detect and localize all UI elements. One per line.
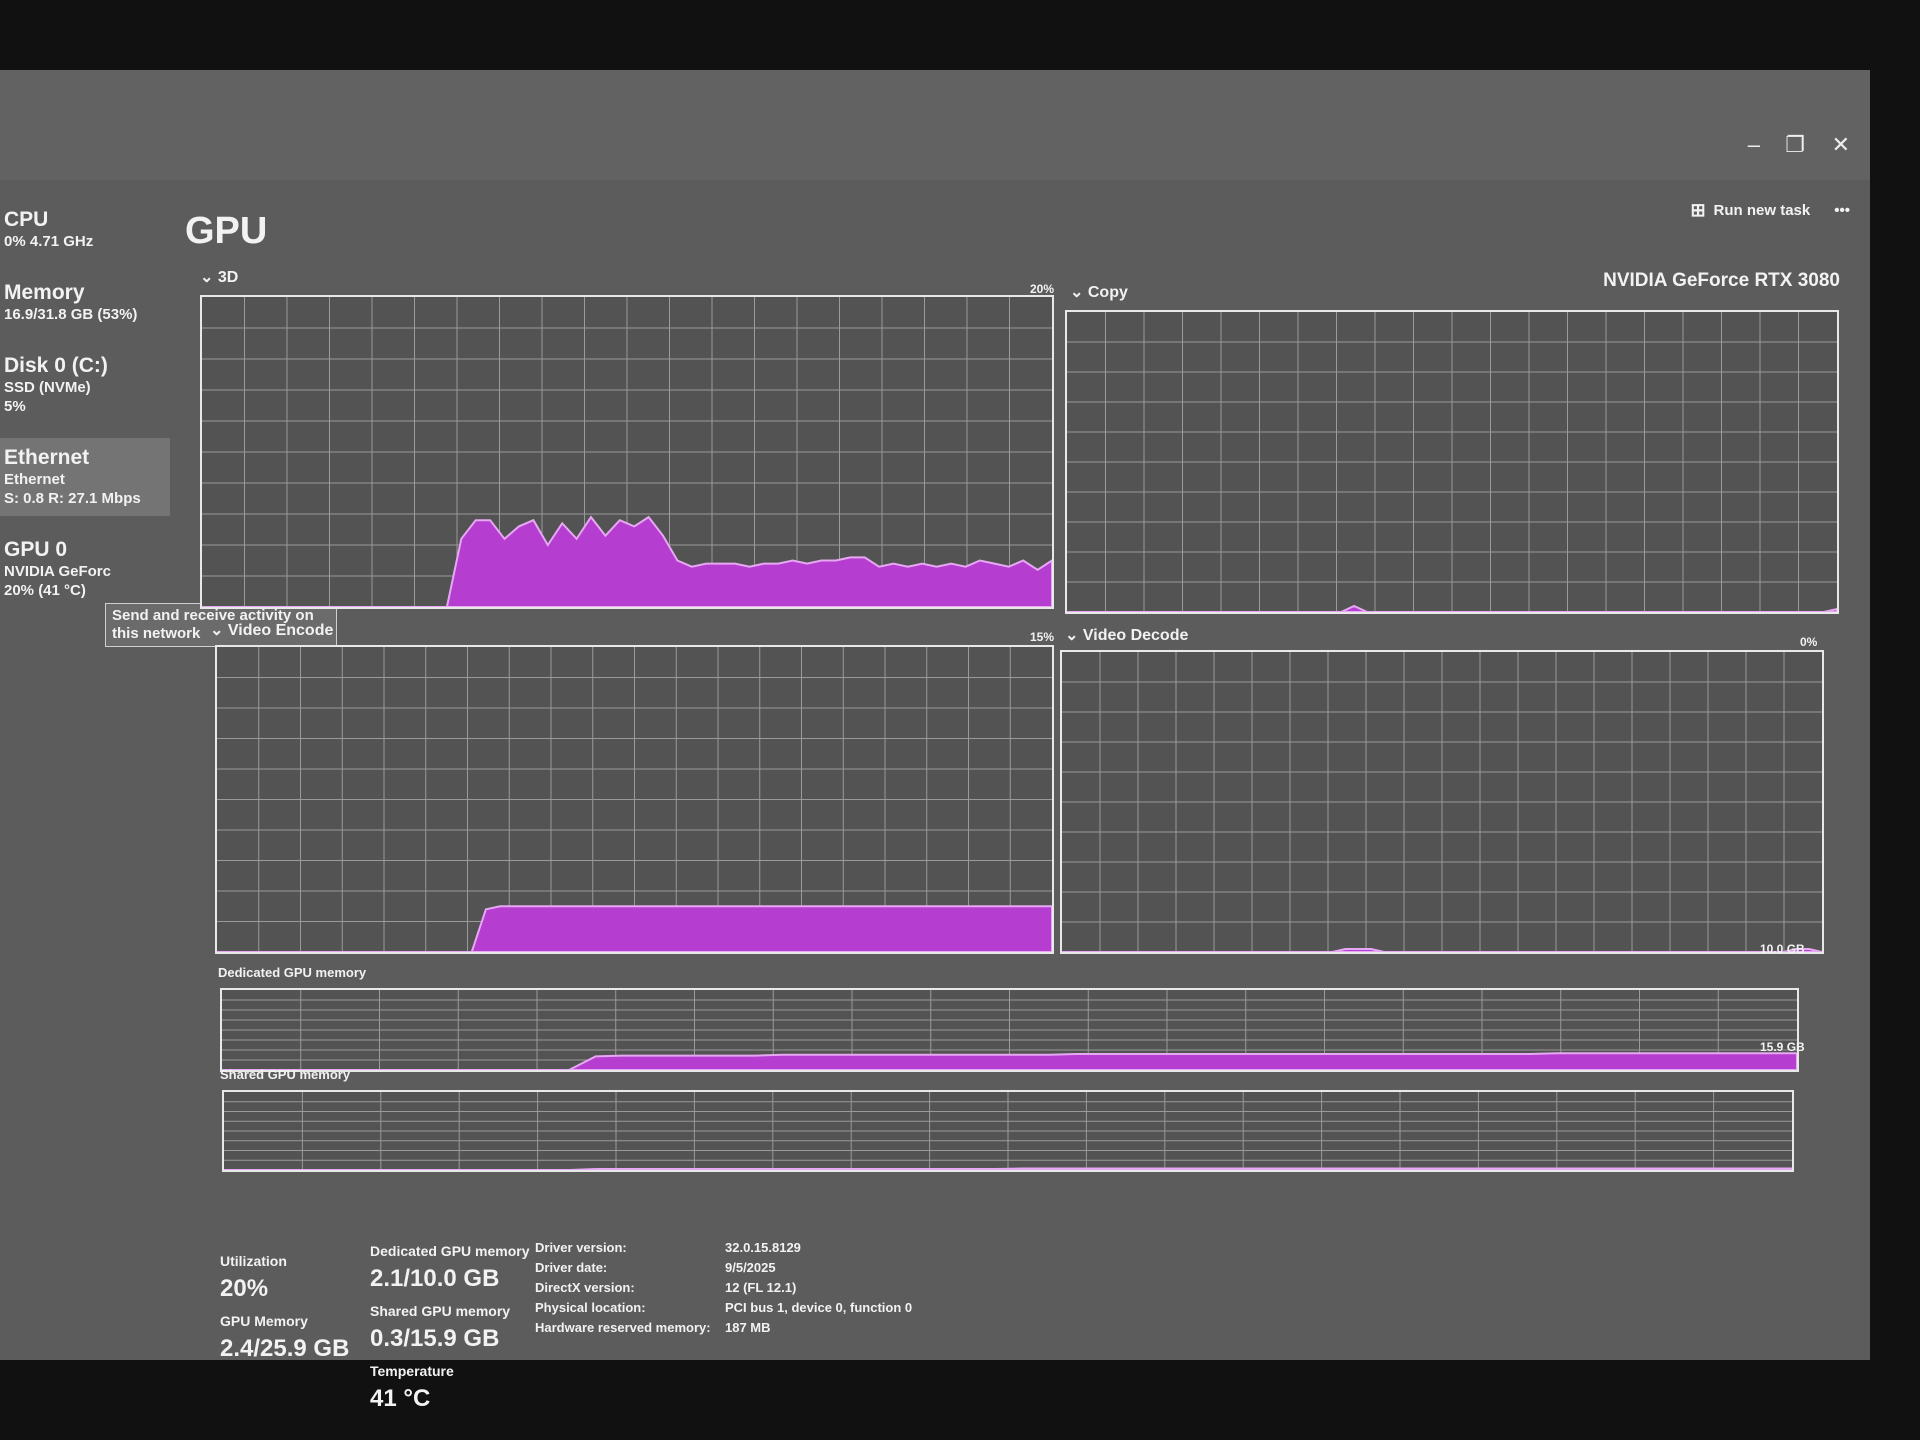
- chevron-down-icon[interactable]: ⌄: [1070, 284, 1088, 301]
- sidebar-item-memory[interactable]: Memory 16.9/31.8 GB (53%): [0, 273, 170, 332]
- chart-title-text: Video Encode: [227, 622, 334, 639]
- temperature-value: 41 °C: [370, 1385, 431, 1412]
- sidebar-item-title: Ethernet: [4, 446, 90, 469]
- page-title: GPU: [185, 210, 268, 252]
- chevron-down-icon[interactable]: ⌄: [210, 622, 228, 639]
- dedicated-memory-label: Dedicated GPU memory: [370, 1243, 530, 1259]
- info-value: 187 MB: [725, 1320, 771, 1335]
- chart-3d: [200, 295, 1054, 609]
- sidebar-item-detail: 0% 4.71 GHz: [4, 233, 94, 250]
- gpu-info: Driver version: 32.0.15.8129 Driver date: 9…: [535, 1240, 945, 1335]
- sidebar-item-title: GPU 0: [4, 538, 68, 561]
- task-manager-window: – ❐ ✕ ⊞ Run new task ••• CPU 0% 4.71 GHz M…: [0, 70, 1870, 1412]
- utilization-value: 20%: [220, 1275, 269, 1302]
- chart-title: ⌄ 3D: [200, 267, 238, 287]
- chart-title-text: Shared GPU memory: [220, 1067, 351, 1082]
- gpu-memory-label: GPU Memory: [220, 1313, 308, 1329]
- chart-title-text: Copy: [1087, 284, 1128, 301]
- info-value: 9/5/2025: [725, 1260, 776, 1275]
- restore-button[interactable]: ❐: [1785, 132, 1805, 157]
- temperature-label: Temperature: [370, 1363, 454, 1379]
- usage-area: [224, 1167, 1792, 1170]
- sidebar-item-detail: SSD (NVMe): [4, 379, 91, 396]
- minimize-button[interactable]: –: [1747, 132, 1760, 157]
- sidebar-item-detail: 5%: [4, 398, 26, 415]
- info-label: Driver date:: [535, 1260, 608, 1275]
- chevron-down-icon[interactable]: ⌄: [1065, 627, 1083, 644]
- sidebar: CPU 0% 4.71 GHz Memory 16.9/31.8 GB (53%) Di…: [0, 200, 170, 622]
- sidebar-item-detail: S: 0.8 R: 27.1 Mbps: [4, 490, 141, 507]
- info-label: Physical location:: [535, 1300, 646, 1315]
- chart-title-text: Video Decode: [1082, 627, 1189, 644]
- stats-col-2: Dedicated GPU memory 2.1/10.0 GB Shared …: [370, 1235, 530, 1423]
- chart-max-label: 0%: [1800, 635, 1818, 649]
- shared-memory-value: 0.3/15.9 GB: [370, 1325, 500, 1352]
- chart-title-text: 3D: [217, 269, 239, 286]
- toolbar: ⊞ Run new task •••: [1690, 200, 1850, 221]
- run-new-task-button[interactable]: ⊞ Run new task: [1690, 200, 1810, 221]
- chart-title: ⌄ Video Encode: [210, 620, 333, 640]
- chart-title: Dedicated GPU memory: [218, 965, 366, 980]
- usage-area: [202, 515, 1052, 607]
- sidebar-item-title: Disk 0 (C:): [4, 354, 108, 377]
- chart-max-label: 15%: [1030, 630, 1055, 644]
- run-new-task-label: Run new task: [1713, 202, 1811, 219]
- run-task-icon: ⊞: [1690, 200, 1706, 220]
- chart-shared-gpu-memory: [222, 1090, 1794, 1172]
- sidebar-item-ethernet[interactable]: Ethernet Ethernet S: 0.8 R: 27.1 Mbps: [0, 438, 170, 516]
- tooltip: Send and receive activity on this networ…: [105, 603, 337, 647]
- sidebar-item-detail: Ethernet: [4, 471, 65, 488]
- sidebar-item-gpu[interactable]: GPU 0 NVIDIA GeForc 20% (41 °C): [0, 530, 170, 608]
- close-button[interactable]: ✕: [1831, 132, 1850, 157]
- chart-dedicated-gpu-memory: [220, 988, 1799, 1072]
- chart-video-encode: [215, 645, 1054, 954]
- usage-area: [222, 1052, 1797, 1070]
- chevron-down-icon[interactable]: ⌄: [200, 269, 218, 286]
- info-label: Hardware reserved memory:: [535, 1320, 711, 1335]
- chart-title: ⌄ Video Decode: [1065, 625, 1188, 645]
- chart-title-text: Dedicated GPU memory: [218, 965, 367, 980]
- chart-copy: [1065, 310, 1839, 614]
- chart-video-decode: [1060, 650, 1824, 954]
- more-options-button[interactable]: •••: [1834, 202, 1850, 219]
- info-value: 12 (FL 12.1): [725, 1280, 797, 1295]
- title-bar: – ❐ ✕: [0, 70, 1870, 180]
- utilization-label: Utilization: [220, 1253, 287, 1269]
- sidebar-item-detail: 20% (41 °C): [4, 582, 86, 599]
- chart-max-label: 10.0 GB: [1760, 942, 1805, 956]
- sidebar-item-cpu[interactable]: CPU 0% 4.71 GHz: [0, 200, 170, 259]
- gpu-name: NVIDIA GeForce RTX 3080: [1603, 270, 1840, 291]
- chart-max-label: 15.9 GB: [1760, 1040, 1805, 1054]
- sidebar-item-title: Memory: [4, 281, 85, 304]
- chart-title: ⌄ Copy: [1070, 282, 1128, 302]
- sidebar-item-detail: NVIDIA GeForc: [4, 563, 111, 580]
- chart-max-label: 20%: [1030, 282, 1055, 296]
- sidebar-item-disk[interactable]: Disk 0 (C:) SSD (NVMe) 5%: [0, 346, 170, 424]
- info-label: Driver version:: [535, 1240, 627, 1255]
- chart-title: Shared GPU memory: [220, 1067, 350, 1082]
- dedicated-memory-value: 2.1/10.0 GB: [370, 1265, 500, 1292]
- stats-col-1: Utilization 20% GPU Memory 2.4/25.9 GB: [220, 1245, 349, 1373]
- sidebar-item-title: CPU: [4, 208, 49, 231]
- usage-area: [217, 905, 1052, 952]
- info-value: 32.0.15.8129: [725, 1240, 801, 1255]
- info-value: PCI bus 1, device 0, function 0: [725, 1300, 913, 1315]
- sidebar-item-detail: 16.9/31.8 GB (53%): [4, 306, 138, 323]
- shared-memory-label: Shared GPU memory: [370, 1303, 511, 1319]
- gpu-memory-value: 2.4/25.9 GB: [220, 1335, 350, 1362]
- info-label: DirectX version:: [535, 1280, 635, 1295]
